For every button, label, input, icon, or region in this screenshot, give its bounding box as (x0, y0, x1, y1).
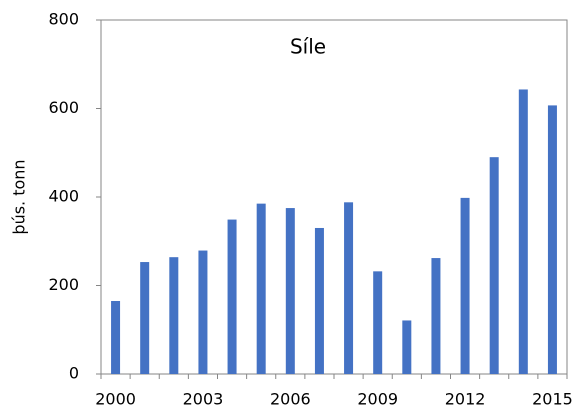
x-tick-label: 2006 (270, 390, 311, 409)
bar (227, 219, 237, 374)
x-tick-label: 2012 (445, 390, 486, 409)
bar (344, 202, 354, 374)
y-tick-label: 400 (48, 187, 79, 206)
bar (256, 203, 266, 374)
bar (140, 262, 150, 374)
y-axis-label: þús. tonn (10, 159, 29, 234)
bar (111, 300, 121, 374)
x-tick-label: 2015 (532, 390, 573, 409)
chart-title: Síle (290, 35, 326, 59)
bar (198, 250, 208, 374)
bar (431, 258, 441, 374)
bar (460, 197, 470, 374)
x-tick-label: 2009 (357, 390, 398, 409)
bar (489, 157, 499, 374)
bar (373, 271, 383, 374)
y-tick-label: 600 (48, 98, 79, 117)
y-tick-label: 0 (69, 364, 79, 383)
bar (402, 320, 412, 374)
bar (314, 227, 324, 374)
y-tick-label: 200 (48, 275, 79, 294)
x-tick-label: 2003 (183, 390, 224, 409)
x-tick-label: 2000 (95, 390, 136, 409)
bar (285, 208, 295, 374)
bar (169, 257, 179, 374)
bar (547, 105, 557, 374)
bar (518, 89, 528, 374)
y-tick-label: 800 (48, 10, 79, 29)
